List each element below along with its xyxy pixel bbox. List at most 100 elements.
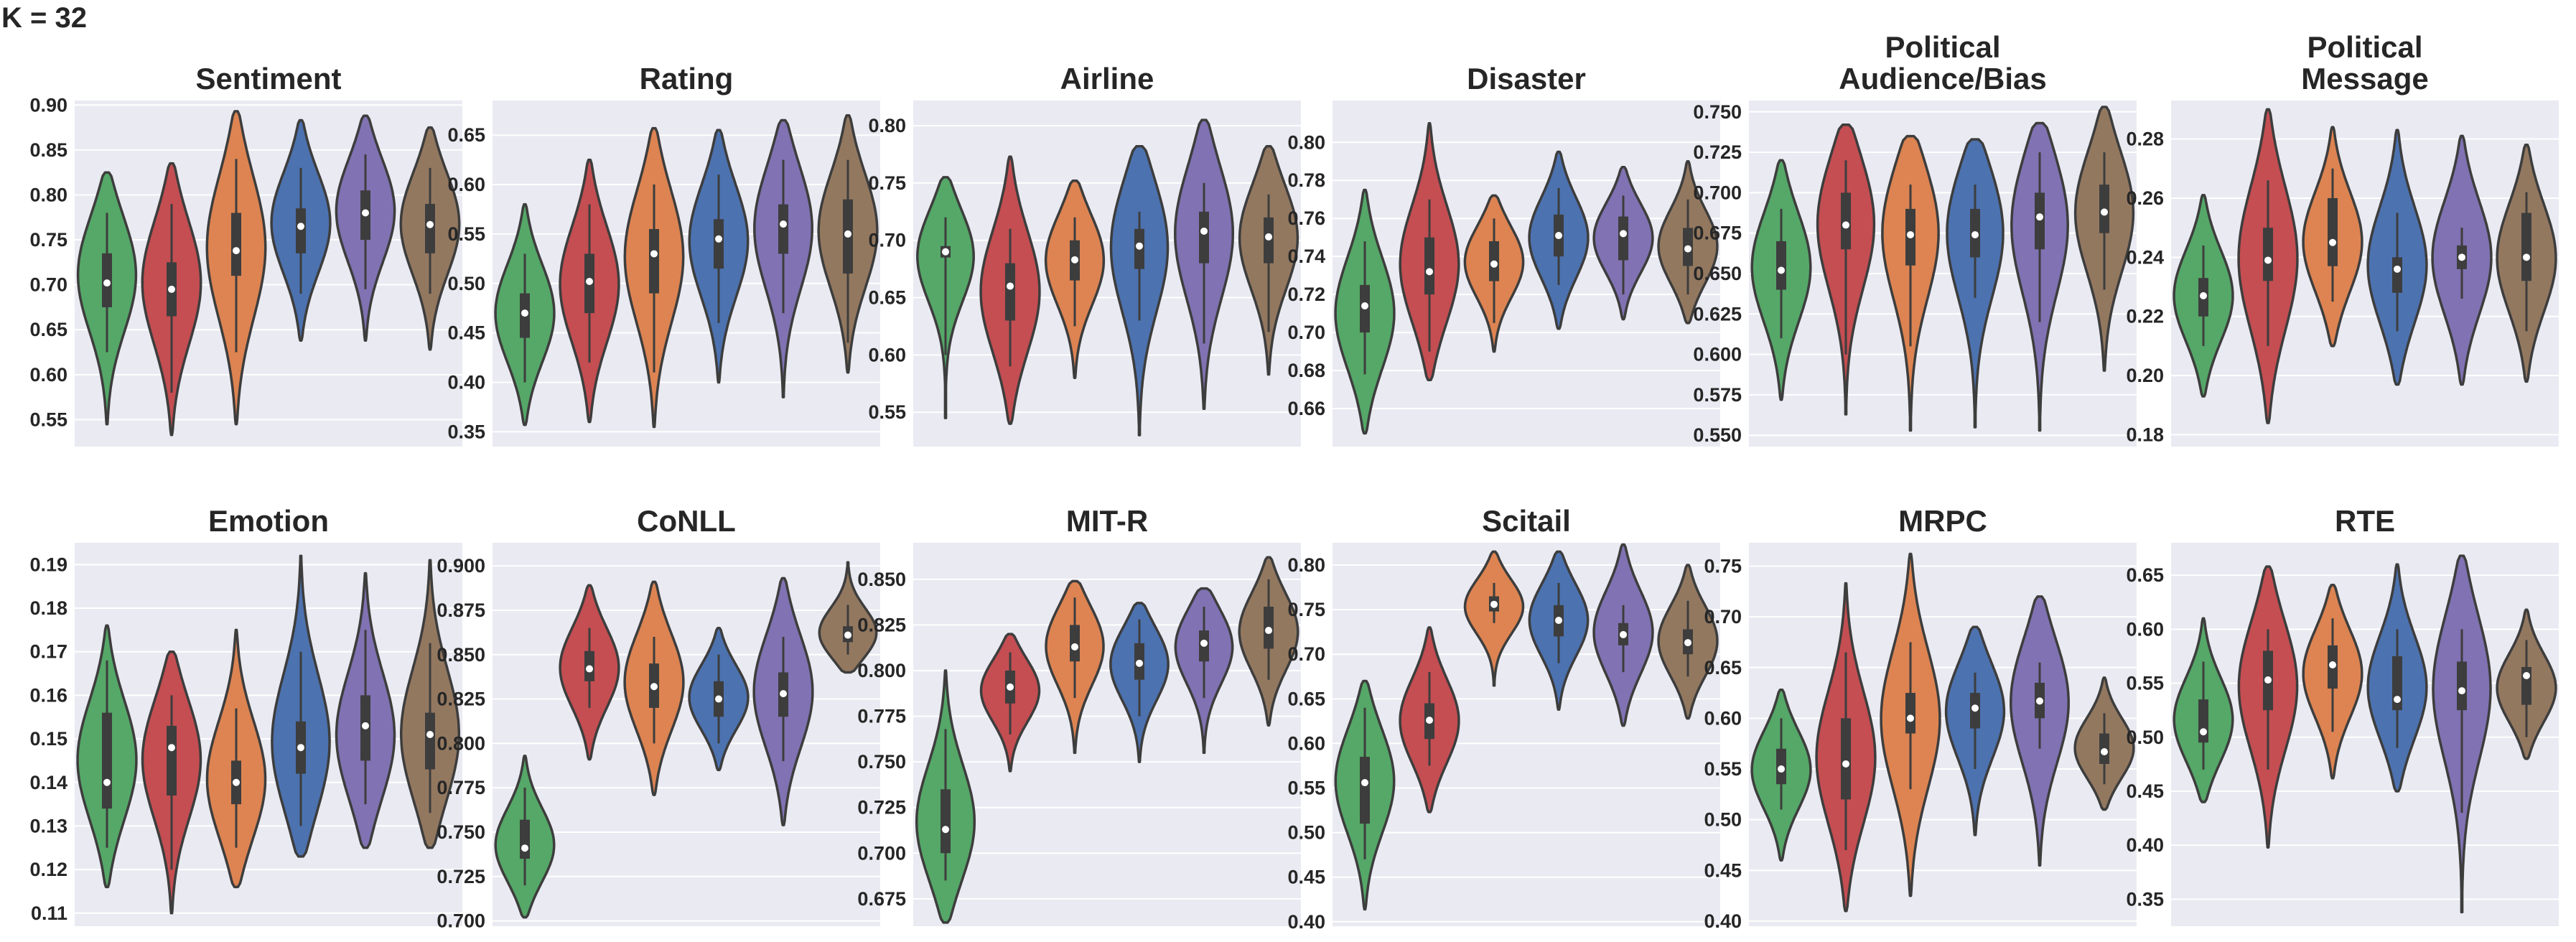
y-tick-label: 0.70 (29, 274, 67, 296)
y-tick-label: 0.66 (1287, 398, 1325, 419)
y-tick-label: 0.650 (1693, 263, 1742, 284)
figure-label: K = 32 (1, 2, 87, 34)
violin-median (1265, 233, 1272, 241)
panel-title: Political (2307, 30, 2422, 64)
violin-iqr-box (1070, 625, 1080, 662)
panel-8: 0.675 0.700 0.725 0.750 0.775 0.800 0.825 0.850… (857, 504, 1301, 926)
panel-title: Disaster (1467, 62, 1586, 95)
y-tick-label: 0.20 (2126, 365, 2164, 386)
violin-median (2101, 208, 2108, 216)
y-tick-label: 0.16 (29, 684, 67, 706)
y-tick-label: 0.35 (447, 421, 485, 442)
y-tick-label: 0.750 (1693, 101, 1742, 123)
panel-title: Audience/Bias (1839, 62, 2046, 95)
y-tick-label: 0.74 (1287, 246, 1325, 267)
violin-median (2394, 265, 2401, 273)
y-tick-label: 0.825 (437, 689, 485, 710)
violin-median (1490, 600, 1498, 608)
y-tick-label: 0.18 (29, 597, 67, 619)
y-tick-label: 0.55 (29, 409, 67, 430)
violin-median (586, 665, 593, 673)
violin-median (1361, 779, 1368, 787)
violin-iqr-box (296, 208, 306, 253)
y-tick-label: 0.75 (1287, 599, 1325, 620)
violin-iqr-box (1360, 757, 1370, 824)
panel-title: Sentiment (195, 62, 341, 95)
violin-median (1684, 245, 1691, 253)
y-tick-label: 0.75 (1704, 555, 1742, 577)
y-tick-label: 0.800 (857, 660, 906, 681)
violin-median (715, 235, 722, 243)
violin-iqr-box (2457, 661, 2467, 711)
y-tick-label: 0.675 (857, 888, 906, 910)
y-tick-label: 0.13 (29, 815, 67, 836)
violin-iqr-box (1776, 241, 1786, 290)
violin-iqr-box (2035, 192, 2045, 250)
violin-median (1071, 643, 1078, 650)
violin-iqr-box (1424, 237, 1434, 295)
panel-4: 0.550 0.575 0.600 0.625 0.650 0.675 0.700 0.725… (1693, 30, 2137, 447)
violin-median (2394, 696, 2401, 704)
violin-median (233, 247, 240, 255)
y-tick-label: 0.700 (437, 910, 485, 932)
y-tick-label: 0.750 (857, 751, 906, 773)
violin-median (426, 220, 434, 228)
violin-median (103, 778, 111, 786)
y-tick-label: 0.60 (1704, 707, 1742, 729)
violin-median (1200, 227, 1208, 235)
violin-median (426, 731, 434, 738)
violin-median (2458, 253, 2465, 261)
violin-median (362, 209, 369, 217)
panel-1: 0.35 0.40 0.45 0.50 0.55 0.60 0.65 Rating (447, 62, 880, 447)
y-tick-label: 0.15 (29, 728, 67, 750)
y-tick-label: 0.80 (29, 184, 67, 205)
y-tick-label: 0.600 (1693, 344, 1742, 365)
panel-title: Message (2301, 62, 2428, 95)
plot-background (1333, 101, 1720, 447)
violin-median (844, 631, 851, 639)
y-tick-label: 0.60 (29, 364, 67, 386)
y-tick-label: 0.80 (868, 115, 906, 136)
violin-iqr-box (778, 204, 788, 254)
y-tick-label: 0.575 (1693, 384, 1742, 406)
y-tick-label: 0.55 (1287, 778, 1325, 799)
violin-median (780, 690, 787, 698)
panel-title: CoNLL (637, 504, 736, 538)
y-tick-label: 0.700 (1693, 182, 1742, 203)
violin-median (2200, 728, 2207, 736)
violin-iqr-box (941, 789, 951, 854)
panel-title: MIT-R (1066, 504, 1148, 538)
violin-median (942, 826, 949, 834)
y-tick-label: 0.775 (437, 777, 485, 798)
y-tick-label: 0.40 (447, 371, 485, 393)
y-tick-label: 0.65 (868, 287, 906, 309)
panels: 0.55 0.60 0.65 0.70 0.75 0.80 0.85 0.90 Sentimen… (29, 30, 2559, 933)
violin-iqr-box (520, 819, 530, 859)
y-tick-label: 0.85 (29, 139, 67, 161)
violin-median (1842, 221, 1849, 229)
y-tick-label: 0.850 (857, 569, 906, 590)
violin-median (1907, 714, 1914, 722)
y-tick-label: 0.18 (2126, 424, 2164, 446)
y-tick-label: 0.45 (1287, 867, 1325, 888)
y-tick-label: 0.19 (29, 554, 67, 575)
plot-background (2171, 101, 2559, 447)
y-tick-label: 0.35 (2126, 888, 2164, 910)
violin-median (1426, 717, 1433, 724)
panel-title: MRPC (1898, 504, 1987, 538)
violin-median (1426, 268, 1433, 276)
y-tick-label: 0.14 (29, 772, 67, 793)
violin-median (521, 844, 528, 852)
violin-median (715, 695, 722, 703)
panel-title: Political (1885, 30, 2000, 64)
y-tick-label: 0.50 (1287, 822, 1325, 844)
panel-0: 0.55 0.60 0.65 0.70 0.75 0.80 0.85 0.90 Sentimen… (29, 62, 462, 447)
violin-median (1071, 256, 1078, 264)
violin-iqr-box (1199, 211, 1209, 264)
y-tick-label: 0.76 (1287, 207, 1325, 229)
plot-background (2171, 543, 2559, 926)
violin-iqr-box (425, 712, 435, 770)
violin-median (1842, 760, 1849, 768)
